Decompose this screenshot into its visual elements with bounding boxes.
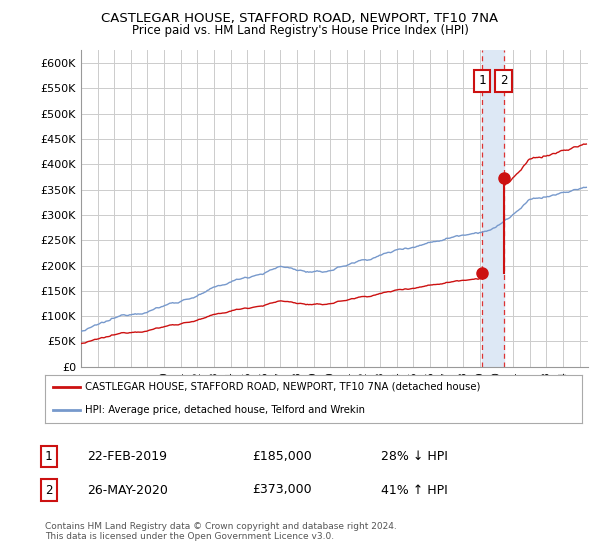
- Text: 28% ↓ HPI: 28% ↓ HPI: [381, 450, 448, 463]
- Text: HPI: Average price, detached house, Telford and Wrekin: HPI: Average price, detached house, Telf…: [85, 405, 365, 416]
- Text: 1: 1: [478, 74, 486, 87]
- Text: 1: 1: [45, 450, 53, 463]
- Text: 2: 2: [500, 74, 508, 87]
- Text: 26-MAY-2020: 26-MAY-2020: [87, 483, 168, 497]
- Text: Contains HM Land Registry data © Crown copyright and database right 2024.
This d: Contains HM Land Registry data © Crown c…: [45, 522, 397, 542]
- Text: £373,000: £373,000: [252, 483, 311, 497]
- Text: CASTLEGAR HOUSE, STAFFORD ROAD, NEWPORT, TF10 7NA: CASTLEGAR HOUSE, STAFFORD ROAD, NEWPORT,…: [101, 12, 499, 25]
- Text: 41% ↑ HPI: 41% ↑ HPI: [381, 483, 448, 497]
- Text: 2: 2: [45, 483, 53, 497]
- Text: CASTLEGAR HOUSE, STAFFORD ROAD, NEWPORT, TF10 7NA (detached house): CASTLEGAR HOUSE, STAFFORD ROAD, NEWPORT,…: [85, 381, 481, 391]
- Text: 22-FEB-2019: 22-FEB-2019: [87, 450, 167, 463]
- Bar: [482, 50, 503, 367]
- Text: Price paid vs. HM Land Registry's House Price Index (HPI): Price paid vs. HM Land Registry's House …: [131, 24, 469, 36]
- Text: £185,000: £185,000: [252, 450, 312, 463]
